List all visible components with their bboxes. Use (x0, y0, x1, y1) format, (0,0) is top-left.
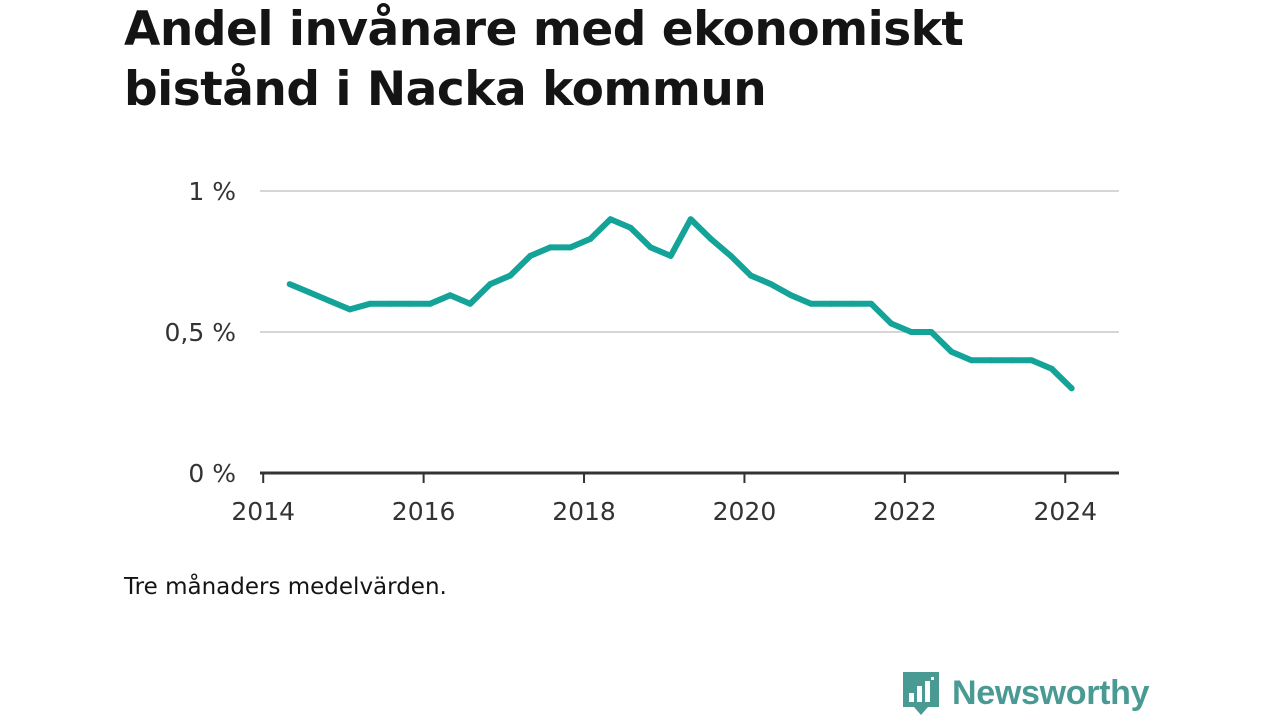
data-point (908, 329, 915, 335)
x-tick-label: 2022 (873, 497, 937, 526)
data-point (868, 300, 875, 307)
data-point (507, 272, 514, 279)
data-point (667, 252, 674, 259)
x-tick-label: 2020 (713, 497, 777, 526)
data-point (828, 300, 835, 307)
data-point (888, 320, 895, 327)
data-point (707, 235, 714, 242)
data-point (306, 289, 313, 296)
gridlines (260, 190, 1119, 333)
brand-name: Newsworthy (952, 673, 1150, 712)
data-point (487, 281, 494, 288)
data-point (366, 300, 373, 307)
data-point (747, 272, 754, 279)
data-point (928, 329, 935, 335)
data-point (447, 292, 454, 299)
data-point (407, 300, 413, 307)
chart-speech-bubble-icon (903, 672, 939, 715)
data-point (788, 292, 794, 299)
data-point (647, 244, 654, 251)
data-point (808, 300, 814, 307)
data-point (427, 300, 433, 307)
data-point (627, 224, 634, 231)
data-point (1008, 357, 1015, 364)
y-tick-label: 1 % (188, 177, 236, 206)
data-point (767, 281, 774, 288)
y-tick-label: 0 % (188, 459, 236, 488)
data-point (1028, 357, 1035, 364)
chart-note: Tre månaders medelvärden. (124, 574, 447, 600)
data-point (848, 300, 855, 307)
data-point (687, 216, 694, 223)
y-tick-label: 0,5 % (165, 318, 236, 347)
data-point (948, 348, 955, 355)
x-tick-label: 2018 (552, 497, 616, 526)
x-axis (260, 471, 1119, 483)
data-point (1068, 385, 1075, 392)
x-tick-label: 2016 (392, 497, 456, 526)
brand-logo: Newsworthy (900, 668, 1150, 718)
data-point (286, 281, 293, 288)
x-tick-label: 2024 (1033, 497, 1097, 526)
data-point (968, 357, 975, 364)
data-point (607, 216, 614, 223)
data-point (1048, 365, 1055, 372)
chart-title: Andel invånare med ekonomiskt bistånd i … (124, 0, 1184, 120)
data-point (727, 252, 734, 259)
data-point (567, 244, 574, 251)
data-point (326, 298, 333, 304)
data-point (988, 357, 995, 364)
chart-title-line-1: Andel invånare med ekonomiskt (124, 2, 964, 57)
data-point (547, 244, 554, 251)
data-point (467, 300, 474, 307)
y-axis-tick-labels: 0 % 0,5 % 1 % (165, 177, 236, 488)
series-line (288, 216, 1074, 391)
data-point (386, 300, 393, 307)
series-group (286, 216, 1075, 392)
data-point (346, 306, 353, 313)
data-point (587, 235, 594, 242)
data-point (527, 252, 534, 259)
x-axis-tick-labels: 2014 2016 2018 2020 2022 2024 (231, 497, 1097, 526)
x-tick-label: 2014 (231, 497, 295, 526)
chart-title-line-2: bistånd i Nacka kommun (124, 62, 767, 117)
